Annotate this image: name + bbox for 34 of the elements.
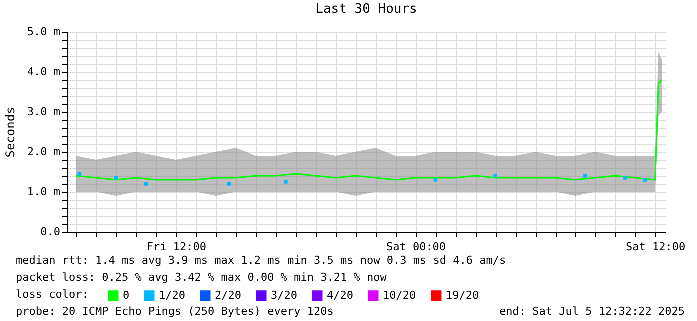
point (78, 172, 82, 176)
point (114, 176, 118, 180)
y-tick-label: 3.0 m (27, 106, 61, 118)
point (228, 182, 232, 186)
text: probe: 20 ICMP Echo Pings (250 Bytes) every 120s (16, 305, 334, 318)
y-axis-title: Seconds (3, 107, 18, 158)
legend-label: 1/20 (159, 288, 186, 302)
point (284, 180, 288, 184)
legend-label: 2/20 (215, 288, 242, 302)
x-tick-label: Sat 12:00 (626, 240, 686, 254)
text: loss color: (16, 288, 89, 301)
y-tick-label: 4.0 m (27, 66, 61, 78)
text: packet loss: 0.25 % avg 3.42 % max 0.00 % min 3.21 % now (16, 271, 388, 284)
chart-title: Last 30 Hours (316, 2, 418, 17)
text: median rtt: 1.4 ms avg 3.9 ms max 1.2 ms min 3.5 ms now 0.3 ms sd 4.6 am/s (16, 254, 506, 267)
point (144, 182, 148, 186)
point (434, 178, 438, 182)
point (584, 174, 588, 178)
y-tick-label: 1.0 m (27, 186, 61, 198)
point (494, 174, 498, 178)
x-tick-label: Fri 12:00 (146, 240, 206, 254)
text: end: Sat Jul 5 12:32:22 2025 (500, 305, 685, 318)
legend-label: 10/20 (383, 288, 416, 302)
legend-label: 3/20 (271, 288, 298, 302)
y-tick-label: 5.0 m (27, 26, 61, 38)
line-series (76, 79, 663, 181)
legend-label: 4/20 (327, 288, 354, 302)
point (624, 176, 628, 180)
x-tick-label: Sat 00:00 (386, 240, 446, 254)
legend-label: 19/20 (446, 288, 480, 302)
y-tick-label: 0.0 (40, 226, 60, 238)
y-tick-label: 2.0 m (27, 146, 61, 158)
legend-label: 0 (123, 288, 130, 302)
point (643, 178, 648, 182)
